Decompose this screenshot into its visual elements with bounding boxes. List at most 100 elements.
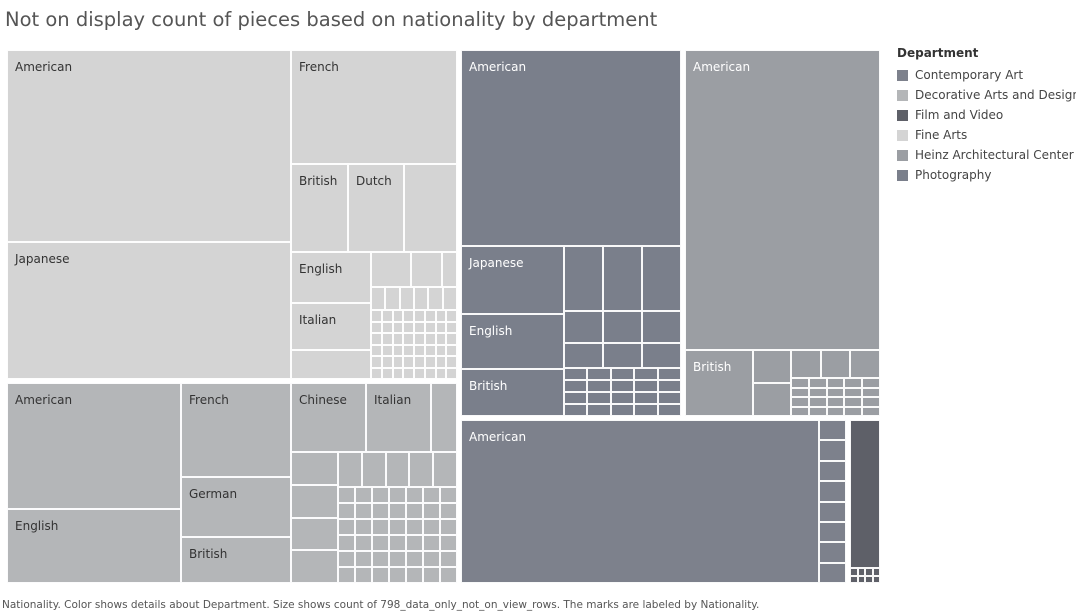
- treemap-cell[interactable]: [424, 356, 436, 368]
- treemap-cell[interactable]: [409, 452, 434, 487]
- treemap-cell[interactable]: [431, 383, 457, 452]
- treemap-cell[interactable]: [435, 333, 447, 345]
- treemap-cell-fine-arts-italian[interactable]: Italian: [291, 303, 371, 350]
- treemap-cell[interactable]: [850, 350, 880, 378]
- treemap-cell[interactable]: [657, 368, 681, 380]
- treemap-cell[interactable]: [808, 397, 827, 407]
- treemap-cell[interactable]: [642, 311, 681, 343]
- treemap-cell[interactable]: [406, 487, 423, 503]
- treemap-cell[interactable]: [826, 406, 845, 416]
- treemap-cell[interactable]: [392, 310, 404, 322]
- treemap-cell[interactable]: [791, 387, 809, 397]
- treemap-cell[interactable]: [389, 487, 406, 503]
- treemap-cell[interactable]: [440, 519, 457, 535]
- treemap-cell[interactable]: [414, 367, 425, 379]
- treemap-cell[interactable]: [610, 404, 635, 416]
- treemap-cell[interactable]: [634, 392, 658, 404]
- treemap-cell[interactable]: [446, 333, 457, 345]
- treemap-cell[interactable]: [414, 356, 425, 368]
- treemap-cell[interactable]: [338, 567, 355, 583]
- treemap-cell[interactable]: [587, 392, 611, 404]
- treemap-cell[interactable]: [404, 164, 457, 252]
- treemap-cell[interactable]: [291, 350, 371, 379]
- treemap-cell[interactable]: [381, 333, 393, 345]
- treemap-cell[interactable]: [389, 535, 406, 551]
- treemap-cell[interactable]: [392, 321, 404, 333]
- treemap-cell[interactable]: [564, 404, 588, 416]
- treemap-cell-decorative-arts-and-design-french[interactable]: French: [181, 383, 291, 477]
- treemap-cell[interactable]: [403, 321, 414, 333]
- treemap-cell-fine-arts-french[interactable]: French: [291, 50, 457, 164]
- treemap-cell[interactable]: [371, 356, 382, 368]
- treemap-cell[interactable]: [371, 287, 386, 310]
- treemap-cell[interactable]: [819, 542, 846, 563]
- treemap-cell[interactable]: [423, 503, 440, 519]
- treemap-cell[interactable]: [610, 380, 635, 392]
- treemap-cell[interactable]: [424, 344, 436, 356]
- treemap-cell[interactable]: [372, 487, 389, 503]
- treemap-cell[interactable]: [414, 287, 429, 310]
- treemap-cell[interactable]: [865, 568, 873, 576]
- treemap-cell[interactable]: [371, 310, 382, 322]
- treemap-cell[interactable]: [381, 356, 393, 368]
- treemap-cell[interactable]: [381, 321, 393, 333]
- treemap-cell[interactable]: [819, 481, 846, 502]
- treemap-cell[interactable]: [862, 406, 880, 416]
- treemap-cell[interactable]: [440, 535, 457, 551]
- treemap-cell[interactable]: [820, 350, 851, 378]
- treemap-cell[interactable]: [372, 535, 389, 551]
- treemap-cell[interactable]: [403, 356, 414, 368]
- treemap-cell[interactable]: [819, 460, 846, 482]
- treemap-cell[interactable]: [446, 344, 457, 356]
- treemap-cell[interactable]: [657, 392, 681, 404]
- treemap-cell[interactable]: [411, 252, 442, 287]
- treemap-cell[interactable]: [406, 503, 423, 519]
- treemap-cell-decorative-arts-and-design-german[interactable]: German: [181, 477, 291, 537]
- treemap-cell[interactable]: [435, 321, 447, 333]
- legend-item-fine-arts[interactable]: Fine Arts: [897, 125, 1076, 145]
- treemap-cell[interactable]: [435, 310, 447, 322]
- treemap-cell-fine-arts-english[interactable]: English: [291, 252, 371, 303]
- treemap-cell[interactable]: [865, 575, 873, 583]
- treemap-cell[interactable]: [406, 535, 423, 551]
- treemap-cell[interactable]: [844, 397, 863, 407]
- treemap-cell[interactable]: [389, 519, 406, 535]
- treemap-cell[interactable]: [423, 567, 440, 583]
- legend-item-photography[interactable]: Photography: [897, 165, 1076, 185]
- treemap-cell[interactable]: [371, 321, 382, 333]
- treemap-cell[interactable]: [392, 367, 404, 379]
- treemap-cell-contemporary-art-american[interactable]: American: [461, 420, 819, 583]
- treemap-cell[interactable]: [433, 452, 457, 487]
- treemap-cell[interactable]: [857, 575, 865, 583]
- legend-item-heinz-architectural-center[interactable]: Heinz Architectural Center: [897, 145, 1076, 165]
- treemap-cell[interactable]: [423, 519, 440, 535]
- treemap-cell[interactable]: [440, 503, 457, 519]
- treemap-cell-photography-japanese[interactable]: Japanese: [461, 246, 564, 314]
- treemap-cell[interactable]: [446, 321, 457, 333]
- treemap-cell[interactable]: [371, 367, 382, 379]
- treemap-cell[interactable]: [406, 519, 423, 535]
- treemap-cell[interactable]: [587, 380, 611, 392]
- treemap-cell[interactable]: [291, 452, 338, 485]
- treemap-cell[interactable]: [440, 567, 457, 583]
- treemap-cell-decorative-arts-and-design-chinese[interactable]: Chinese: [291, 383, 366, 452]
- treemap-cell[interactable]: [440, 551, 457, 567]
- treemap-cell[interactable]: [406, 551, 423, 567]
- treemap-cell[interactable]: [610, 368, 635, 380]
- treemap-cell[interactable]: [791, 378, 809, 388]
- treemap-cell-decorative-arts-and-design-american[interactable]: American: [7, 383, 181, 509]
- treemap-cell[interactable]: [403, 333, 414, 345]
- legend-item-decorative-arts-and-design[interactable]: Decorative Arts and Design: [897, 85, 1076, 105]
- treemap-cell[interactable]: [446, 367, 457, 379]
- treemap-cell[interactable]: [819, 562, 846, 583]
- treemap-cell[interactable]: [385, 287, 400, 310]
- treemap-cell[interactable]: [564, 368, 588, 380]
- treemap-cell[interactable]: [338, 551, 355, 567]
- treemap-cell-heinz-architectural-center-british[interactable]: British: [685, 350, 753, 416]
- treemap-cell[interactable]: [392, 344, 404, 356]
- treemap-cell[interactable]: [642, 343, 681, 368]
- treemap-cell[interactable]: [372, 567, 389, 583]
- treemap-cell[interactable]: [381, 310, 393, 322]
- treemap-cell[interactable]: [403, 310, 414, 322]
- treemap-cell-heinz-architectural-center-american[interactable]: American: [685, 50, 880, 350]
